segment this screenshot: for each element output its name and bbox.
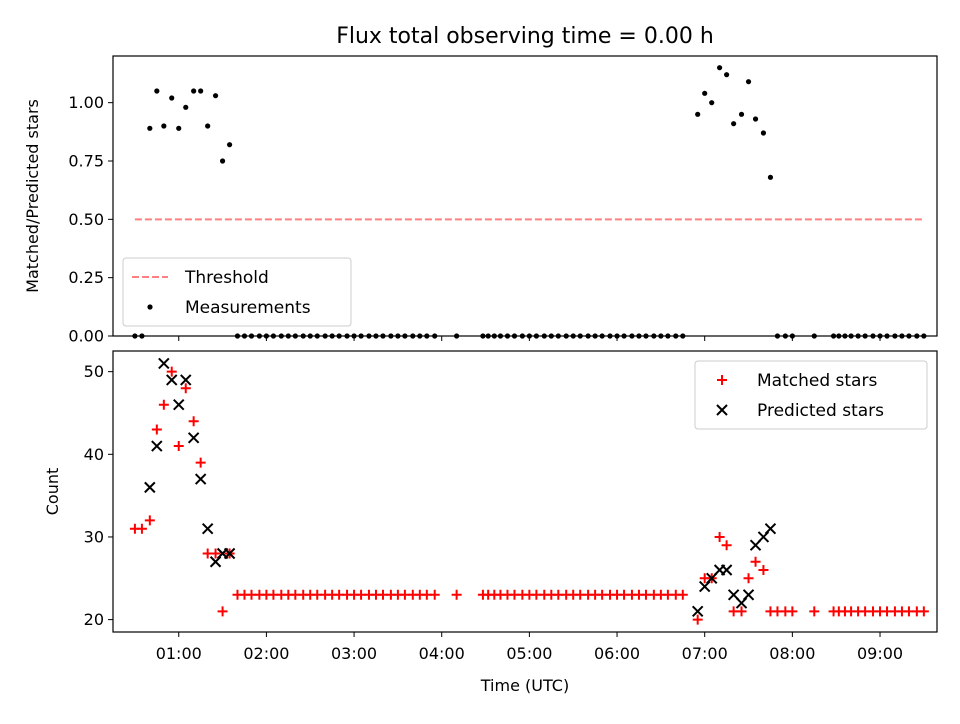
bottom-predicted-point	[691, 605, 704, 618]
bottom-predicted-point	[201, 522, 214, 535]
top-y-tick-label: 0.00	[68, 327, 104, 346]
top-measurement-point	[176, 125, 182, 131]
top-measurement-point	[709, 100, 715, 106]
bottom-predicted-point	[720, 564, 733, 576]
bottom-matched-point	[180, 383, 191, 394]
bottom-matched-point	[429, 589, 440, 600]
top-legend-label: Threshold	[184, 268, 269, 288]
bottom-predicted-point	[194, 473, 207, 485]
bottom-matched-point	[809, 606, 820, 617]
bottom-matched-point	[743, 573, 754, 584]
bottom-x-tick-label: 04:00	[419, 644, 465, 663]
top-measurement-point	[695, 111, 701, 117]
top-y-tick-label: 0.75	[68, 152, 104, 171]
bottom-predicted-point	[180, 374, 192, 386]
bottom-y-tick-label: 20	[84, 610, 104, 629]
bottom-matched-point	[210, 548, 221, 559]
bottom-legend: Matched stars Predicted stars	[694, 360, 928, 430]
top-measurement-point	[767, 174, 774, 180]
figure-title: Flux total observing time = 0.00 h	[336, 24, 714, 49]
bottom-matched-point	[677, 589, 688, 600]
bottom-matched-point	[195, 457, 206, 468]
bottom-x-tick-label: 09:00	[857, 644, 903, 663]
bottom-x-tick-label: 07:00	[682, 644, 728, 663]
bottom-y-axis-label: Count	[43, 468, 62, 516]
bottom-predicted-point	[158, 357, 170, 370]
bottom-matched-point	[692, 614, 703, 625]
top-legend-box	[122, 257, 352, 327]
top-measurement-point	[731, 121, 737, 127]
top-measurement-point	[745, 79, 752, 85]
bottom-predicted-point	[764, 522, 777, 535]
bottom-predicted-point	[187, 432, 200, 444]
x-axis-label: Time (UTC)	[480, 676, 569, 695]
top-y-tick-label: 1.00	[68, 93, 104, 112]
top-measurement-point	[169, 95, 175, 101]
bottom-matched-point	[217, 606, 228, 617]
top-measurement-point	[205, 123, 211, 129]
bottom-matched-point	[151, 424, 162, 435]
bottom-x-tick-label: 06:00	[594, 644, 640, 663]
bottom-panel: Count 20 30 40 50 01:00 02:00 03:00 04:00 05:00 06…	[43, 350, 938, 695]
bottom-predicted-point	[144, 481, 156, 494]
bottom-matched-point	[166, 366, 177, 377]
top-legend: Threshold Measurements	[122, 257, 352, 327]
bottom-matched-point	[750, 556, 761, 567]
bottom-legend-label: Matched stars	[757, 371, 877, 391]
bottom-predicted-point	[223, 547, 236, 560]
bottom-x-tick-label: 01:00	[156, 644, 202, 663]
bottom-y-tick-label: 40	[84, 445, 104, 464]
top-measurement-point	[752, 116, 759, 122]
top-measurement-point	[147, 125, 153, 131]
bottom-matched-point	[918, 606, 929, 617]
bottom-predicted-point	[742, 589, 755, 601]
top-y-tick-label: 0.25	[68, 268, 104, 287]
top-legend-label: Measurements	[185, 298, 311, 318]
bottom-x-tick-label: 05:00	[506, 644, 552, 663]
bottom-predicted-point	[151, 440, 163, 452]
bottom-matched-point	[787, 606, 798, 617]
top-measurement-point	[724, 72, 730, 78]
bottom-legend-matched-swatch	[717, 375, 727, 385]
top-legend-measurement-swatch	[147, 304, 153, 310]
top-measurement-point	[717, 65, 723, 71]
top-measurement-point	[198, 88, 204, 94]
top-y-tick-label: 0.50	[68, 210, 104, 229]
bottom-axes-frame	[112, 350, 938, 633]
top-measurement-point	[183, 104, 189, 110]
top-measurement-point	[154, 88, 160, 94]
bottom-legend-predicted-swatch	[716, 404, 728, 416]
top-measurement-point	[191, 88, 197, 94]
bottom-matched-point	[144, 515, 155, 526]
bottom-x-tick-label: 03:00	[331, 644, 377, 663]
top-measurement-point	[212, 93, 219, 99]
top-measurement-point	[161, 123, 167, 129]
bottom-matched-point	[758, 565, 769, 576]
bottom-matched-point	[173, 441, 184, 452]
bottom-matched-point	[136, 523, 147, 534]
top-measurement-point	[738, 111, 745, 117]
bottom-matched-point	[736, 606, 747, 617]
bottom-y-tick-label: 50	[84, 362, 104, 381]
bottom-x-tick-label: 08:00	[769, 644, 815, 663]
bottom-matched-point	[451, 589, 462, 600]
bottom-x-tick-label: 02:00	[243, 644, 289, 663]
bottom-legend-label: Predicted stars	[757, 401, 884, 421]
bottom-predicted-point	[173, 399, 185, 411]
bottom-matched-point	[158, 399, 169, 410]
bottom-predicted-point	[166, 374, 178, 386]
bottom-legend-box	[694, 360, 928, 430]
top-panel: Matched/Predicted stars 0.00 0.25 0.50 0.75 1…	[23, 55, 938, 346]
bottom-matched-point	[188, 416, 199, 427]
top-y-axis-label: Matched/Predicted stars	[23, 99, 42, 293]
bottom-matched-point	[714, 531, 725, 542]
top-axes-frame	[112, 55, 938, 337]
bottom-y-tick-label: 30	[84, 527, 104, 546]
top-measurement-point	[760, 130, 767, 136]
bottom-matched-point	[721, 540, 732, 551]
top-measurement-point	[702, 90, 708, 96]
top-measurement-point	[219, 158, 226, 164]
top-measurement-point	[226, 142, 233, 148]
